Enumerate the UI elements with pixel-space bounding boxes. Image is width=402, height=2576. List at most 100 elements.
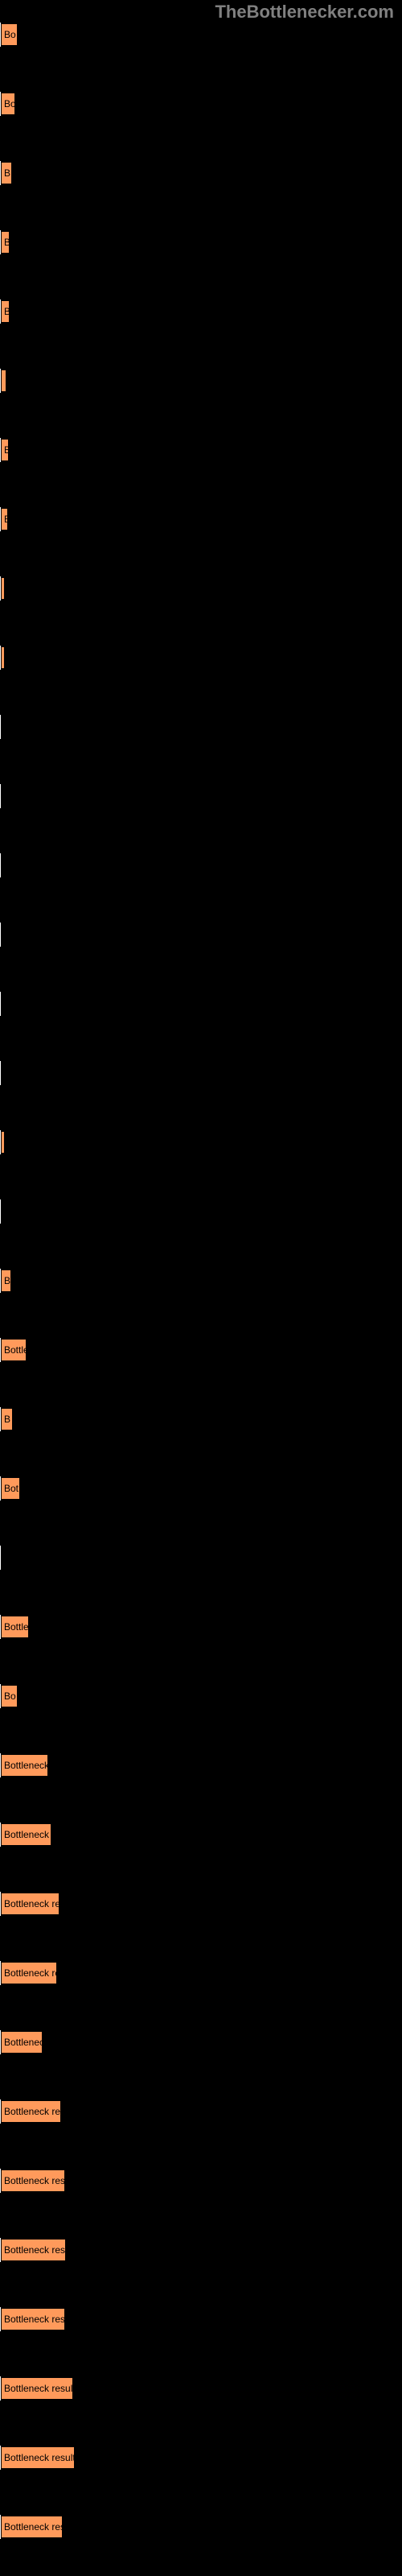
bar-label: Bottleneck re bbox=[4, 1967, 57, 1979]
axis-tick bbox=[0, 715, 1, 739]
bar: Bottlenec bbox=[1, 2031, 43, 2054]
bar-row bbox=[0, 1199, 402, 1224]
axis-tick bbox=[0, 784, 1, 808]
bar-label: B bbox=[4, 1275, 10, 1286]
bar-row bbox=[0, 1130, 402, 1154]
bar-row: Bottleneck resu bbox=[0, 2307, 402, 2331]
bar-row: Bottleneck res bbox=[0, 2099, 402, 2124]
bar bbox=[1, 577, 5, 600]
bar-chart: Bo Bo B B B B B B Bottle B Bot Bottle Bo Bottleneck Bo… bbox=[0, 23, 402, 2576]
bar-row: B bbox=[0, 507, 402, 531]
bar-row: Bottleneck bbox=[0, 1753, 402, 1777]
bar-label: Bo bbox=[4, 1690, 16, 1702]
bar: B bbox=[1, 300, 10, 323]
axis-tick bbox=[0, 1546, 1, 1570]
bar-row: Bottle bbox=[0, 1615, 402, 1639]
axis-tick bbox=[0, 923, 1, 947]
bar-row: B bbox=[0, 438, 402, 462]
bar-label: Bottleneck res bbox=[4, 2106, 61, 2117]
bar-row: B bbox=[0, 299, 402, 324]
bar-row: Bot bbox=[0, 1476, 402, 1501]
bar-row bbox=[0, 923, 402, 947]
bar-row: Bottle bbox=[0, 1338, 402, 1362]
axis-tick bbox=[0, 853, 1, 877]
bar bbox=[1, 1131, 5, 1154]
bar: Bo bbox=[1, 1685, 18, 1707]
axis-tick bbox=[0, 1061, 1, 1085]
bar-row: Bottleneck result bbox=[0, 2376, 402, 2401]
bar: Bottleneck re bbox=[1, 1962, 57, 1984]
bar-row: Bo bbox=[0, 23, 402, 47]
bar-label: B bbox=[4, 444, 9, 456]
bar-label: B bbox=[4, 306, 10, 317]
bar: B bbox=[1, 1269, 11, 1292]
watermark-text: TheBottlenecker.com bbox=[215, 2, 394, 23]
bar: Bottle bbox=[1, 1616, 29, 1638]
bar-label: Bottleneck resu bbox=[4, 2175, 65, 2186]
bar: Bottleneck r bbox=[1, 1823, 51, 1846]
bar-row: Bottleneck res bbox=[0, 2515, 402, 2539]
bar-row bbox=[0, 646, 402, 670]
bar-row: B bbox=[0, 161, 402, 185]
bar-label: Bottleneck res bbox=[4, 2521, 63, 2533]
bar-row: B bbox=[0, 1407, 402, 1431]
bar-label: B bbox=[4, 514, 8, 525]
bar-label: Bottleneck r bbox=[4, 1829, 51, 1840]
bar: Bottleneck resu bbox=[1, 2239, 66, 2261]
bar: Bottleneck resu bbox=[1, 2169, 65, 2192]
bar-label: Bottlenec bbox=[4, 2037, 43, 2048]
bar: Bottleneck result bbox=[1, 2377, 73, 2400]
bar: Bot bbox=[1, 1477, 20, 1500]
bar-label: Bottleneck resu bbox=[4, 2244, 66, 2256]
bar: Bottleneck bbox=[1, 1754, 48, 1777]
bar-label: Bot bbox=[4, 1483, 18, 1494]
bar-label: Bottleneck result bbox=[4, 2383, 73, 2394]
bar: Bo bbox=[1, 23, 18, 46]
bar-label: B bbox=[4, 167, 10, 179]
bar-row bbox=[0, 1546, 402, 1570]
bar: B bbox=[1, 231, 10, 254]
bar-label: Bottle bbox=[4, 1344, 27, 1356]
bar-row: Bottleneck result bbox=[0, 2446, 402, 2470]
bar-row: Bo bbox=[0, 1684, 402, 1708]
bar-row bbox=[0, 853, 402, 877]
bar-row: B bbox=[0, 1269, 402, 1293]
bar-row bbox=[0, 1061, 402, 1085]
bar-label: Bo bbox=[4, 29, 16, 40]
bar-row: Bottleneck resu bbox=[0, 2169, 402, 2193]
bar-row: Bottleneck resu bbox=[0, 2238, 402, 2262]
axis-tick bbox=[0, 1199, 1, 1224]
bar-row bbox=[0, 992, 402, 1016]
bar-label: Bo bbox=[4, 98, 15, 109]
bar-label: Bottleneck result bbox=[4, 2452, 75, 2463]
bar-row: Bottleneck r bbox=[0, 1823, 402, 1847]
bar: B bbox=[1, 162, 12, 184]
bar-row: Bo bbox=[0, 92, 402, 116]
bar bbox=[1, 369, 6, 392]
bar-row bbox=[0, 784, 402, 808]
bar: Bottle bbox=[1, 1339, 27, 1361]
bar-row bbox=[0, 715, 402, 739]
axis-tick bbox=[0, 992, 1, 1016]
bar: B bbox=[1, 1408, 13, 1430]
bar: B bbox=[1, 439, 9, 461]
bar-label: B bbox=[4, 237, 10, 248]
bar-row: Bottleneck re bbox=[0, 1961, 402, 1985]
bar-label: Bottleneck resu bbox=[4, 2314, 65, 2325]
bar: Bottleneck res bbox=[1, 2516, 63, 2538]
bar-row bbox=[0, 576, 402, 601]
bar-label: Bottleneck bbox=[4, 1760, 48, 1771]
bar-row: Bottlenec bbox=[0, 2030, 402, 2054]
bar-row: Bottleneck res bbox=[0, 1892, 402, 1916]
bar: Bottleneck resu bbox=[1, 2308, 65, 2330]
bar-label: Bottle bbox=[4, 1621, 29, 1633]
bar: Bottleneck res bbox=[1, 2100, 61, 2123]
bar: Bottleneck result bbox=[1, 2446, 75, 2469]
bar bbox=[1, 646, 5, 669]
bar: Bottleneck res bbox=[1, 1893, 59, 1915]
bar-label: Bottleneck res bbox=[4, 1898, 59, 1909]
bar: Bo bbox=[1, 93, 15, 115]
bar-row bbox=[0, 369, 402, 393]
bar: B bbox=[1, 508, 8, 530]
bar-label: B bbox=[4, 1414, 10, 1425]
